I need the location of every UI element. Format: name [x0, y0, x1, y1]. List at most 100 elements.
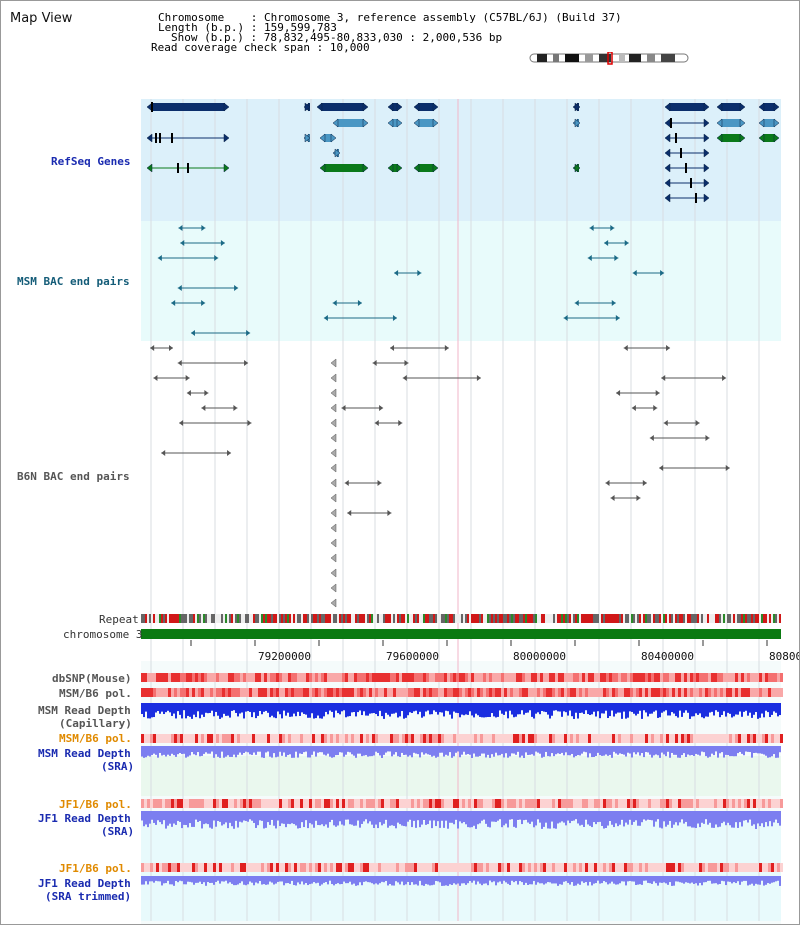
polymorphism-cell	[756, 799, 759, 808]
depth-bar	[319, 876, 321, 886]
depth-bar	[459, 811, 461, 822]
axis-tick-2: 79600000	[386, 650, 439, 663]
polymorphism-cell	[366, 688, 369, 697]
track-label-jf1-b6-pol[interactable]: JF1/B6 pol.	[59, 798, 132, 811]
depth-bar	[661, 703, 663, 713]
depth-bar	[249, 703, 251, 712]
depth-bar	[321, 876, 323, 885]
depth-bar	[213, 876, 215, 885]
depth-bar	[225, 811, 227, 823]
repeat-segment	[285, 614, 287, 623]
depth-bar	[747, 746, 749, 752]
polymorphism-cell	[624, 863, 627, 872]
depth-bar	[329, 811, 331, 823]
repeat-segment	[501, 614, 503, 623]
bac-end	[655, 390, 660, 396]
polymorphism-cell	[621, 799, 624, 808]
track-label-dbsnp[interactable]: dbSNP(Mouse)	[52, 672, 132, 685]
polymorphism-cell	[303, 688, 306, 697]
depth-bar	[189, 811, 191, 824]
chromosome-ideogram[interactable]	[529, 52, 691, 66]
polymorphism-cell	[219, 863, 222, 872]
depth-bar	[655, 703, 657, 711]
track-label-repeat[interactable]: Repeat	[99, 613, 139, 626]
bac-end	[190, 330, 195, 336]
track-label-msm-bac[interactable]: MSM BAC end pairs	[17, 275, 130, 288]
polymorphism-cell	[228, 673, 231, 682]
track-label-msm-b6-pol[interactable]: MSM/B6 pol.	[59, 687, 132, 700]
depth-bar	[313, 746, 315, 752]
repeat-segment	[371, 614, 373, 623]
polymorphism-cell	[498, 673, 501, 682]
repeat-segment	[175, 614, 177, 623]
depth-bar	[697, 876, 699, 886]
polymorphism-cell	[213, 688, 216, 697]
gene-arrow	[319, 163, 326, 173]
polymorphism-cell	[198, 799, 201, 808]
polymorphism-cell	[144, 673, 147, 682]
polymorphism-cell	[180, 688, 183, 697]
polymorphism-cell	[516, 688, 519, 697]
track-label-refseq[interactable]: RefSeq Genes	[51, 155, 131, 168]
polymorphism-cell	[486, 688, 489, 697]
polymorphism-cell	[324, 799, 327, 808]
repeat-segment	[465, 614, 467, 623]
depth-bar	[225, 876, 227, 881]
depth-bar	[553, 746, 555, 757]
depth-bar	[223, 703, 225, 714]
polymorphism-cell	[768, 688, 771, 697]
polymorphism-cell	[705, 799, 708, 808]
polymorphism-cell	[723, 688, 726, 697]
depth-bar	[663, 811, 665, 822]
bac-end	[610, 495, 615, 501]
depth-bar	[429, 811, 431, 821]
depth-bar	[579, 876, 581, 885]
depth-bar	[305, 746, 307, 752]
polymorphism-cell	[747, 734, 750, 743]
track-label-msm-b6-pol-2[interactable]: MSM/B6 pol.	[59, 732, 132, 745]
depth-bar	[307, 876, 309, 886]
depth-bar	[431, 876, 433, 886]
depth-bar	[667, 876, 669, 885]
header-length: Length (b.p.) : 159,599,783	[158, 21, 337, 34]
track-label-msm-depth-cap[interactable]: MSM Read Depth	[38, 704, 131, 717]
header-show-key: Show (b.p.)	[171, 31, 244, 44]
polymorphism-cell	[429, 673, 432, 682]
polymorphism-cell	[621, 734, 624, 743]
polymorphism-cell	[480, 688, 483, 697]
depth-bar	[413, 746, 415, 753]
repeat-segment	[669, 614, 671, 623]
polymorphism-cell	[258, 688, 261, 697]
track-label-jf1-depth-sra[interactable]: JF1 Read Depth	[38, 812, 131, 825]
depth-bar	[393, 703, 395, 714]
polymorphism-cell	[585, 734, 588, 743]
polymorphism-cell	[276, 799, 279, 808]
track-label-jf1-depth-trim[interactable]: JF1 Read Depth	[38, 877, 131, 890]
depth-bar	[677, 746, 679, 758]
polymorphism-cell	[741, 688, 744, 697]
polymorphism-cell	[159, 863, 162, 872]
polymorphism-cell	[660, 688, 663, 697]
track-label-msm-depth-sra[interactable]: MSM Read Depth	[38, 747, 131, 760]
track-label-chromosome[interactable]: chromosome 3	[63, 628, 143, 641]
repeat-segment	[221, 614, 223, 623]
depth-bar	[267, 811, 269, 823]
polymorphism-cell	[177, 673, 180, 682]
depth-bar	[647, 703, 649, 717]
depth-bar	[369, 811, 371, 822]
depth-bar	[155, 746, 157, 755]
depth-bar	[617, 703, 619, 713]
bac-end	[605, 480, 610, 486]
depth-bar	[711, 703, 713, 712]
depth-bar	[759, 811, 761, 827]
polymorphism-cell	[468, 799, 471, 808]
polymorphism-cell	[267, 734, 270, 743]
depth-bar	[377, 703, 379, 717]
polymorphism-cell	[396, 673, 399, 682]
depth-bar	[609, 811, 611, 822]
track-label-b6n-bac[interactable]: B6N BAC end pairs	[17, 470, 130, 483]
polymorphism-cell	[396, 734, 399, 743]
polymorphism-cell	[726, 688, 729, 697]
track-label-jf1-b6-pol-2[interactable]: JF1/B6 pol.	[59, 862, 132, 875]
